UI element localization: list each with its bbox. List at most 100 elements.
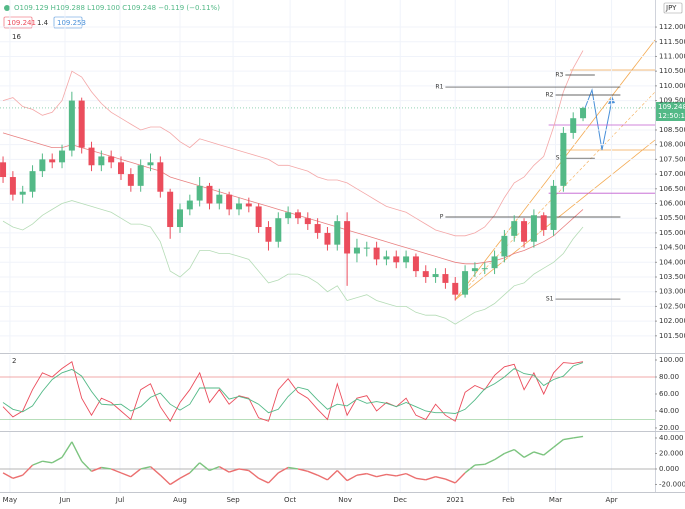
bid-price[interactable]: 109.241 [7,19,36,27]
x-tick-label: Feb [502,496,515,504]
y-tick-label: 101.500 [659,332,685,340]
candle-body [108,156,115,163]
momentum-segment [150,466,161,476]
candle-body [393,256,400,263]
x-tick-label: Jul [115,496,125,504]
y-tick-label: 105.500 [659,214,685,222]
momentum-segment [445,478,456,484]
y-tick-label: 106.000 [659,199,685,207]
candle-body [255,206,262,228]
candle-body [157,162,164,192]
candle-body [353,247,360,254]
candle-body [314,224,321,233]
bid-box[interactable] [3,16,33,29]
indicator-label[interactable]: 16 [12,33,21,41]
momentum-segment [356,472,367,476]
momentum-segment [42,460,53,464]
candle-body [285,212,292,219]
momentum-segment [386,473,397,477]
candle-body [422,271,429,278]
momentum-segment [32,460,43,466]
x-tick-label: Aug [173,496,187,504]
momentum-segment [346,474,358,482]
y-tick-label: 80.00 [659,373,679,381]
x-tick-label: Mar [549,496,562,504]
panel-label[interactable]: 2 [12,357,16,365]
x-tick-label: May [3,496,17,504]
momentum-segment [464,464,476,474]
momentum-segment [120,472,132,478]
candle-body [265,227,272,242]
momentum-segment [169,477,181,486]
y-tick-label: 111.000 [659,52,685,60]
candle-body [39,159,46,172]
band-line [2,132,584,265]
momentum-segment [317,474,328,481]
candle-body [294,212,301,219]
ask-price[interactable]: 109.253 [57,19,86,27]
candle-body [29,171,36,192]
candle-body [540,215,547,230]
momentum-segment [523,451,535,458]
momentum-segment [71,441,83,462]
momentum-segment [159,474,171,485]
candle-body [304,218,311,225]
layout [0,0,685,493]
y-tick-label: 102.500 [659,302,685,310]
y-tick-label: 103.000 [659,288,685,296]
momentum-segment [474,463,485,466]
momentum-segment [435,476,446,480]
y-tick-label: 104.000 [659,258,685,266]
candle-body [580,107,587,119]
momentum-segment [504,448,515,455]
momentum-segment [140,465,151,470]
pivot-label: P [440,214,444,221]
candle-body [196,185,203,201]
y-tick-label: 105.000 [659,229,685,237]
candle-body [206,185,213,204]
candle-body [442,274,449,283]
momentum-segment [484,459,495,465]
momentum-segment [336,470,348,482]
band-line [2,200,584,325]
candle-body [334,221,341,245]
momentum-segment [199,462,210,472]
candle-body [167,191,174,228]
candle-body [78,100,85,148]
x-tick-label: Nov [338,496,352,504]
y-tick-label: 40.00 [659,407,679,415]
candle-body [452,282,459,295]
candle-body [127,174,134,186]
ohlc-readout: O109.129 H109.288 L109.100 C109.248 −0.1… [14,4,220,12]
candle-body [383,256,390,260]
candle-body [0,162,7,178]
currency[interactable]: JPY [665,4,677,12]
channel-line [454,91,656,301]
momentum-segment [563,437,574,441]
momentum-segment [288,466,299,470]
candle-body [147,162,154,166]
candle-body [49,159,56,163]
momentum-segment [277,466,289,474]
x-tick-label: 2021 [446,496,464,504]
currency-box[interactable] [663,2,683,14]
momentum-segment [22,464,34,476]
momentum-segment [267,472,279,484]
momentum-segment [405,472,417,479]
candle-body [521,221,528,242]
y-tick-label: 110.500 [659,67,685,75]
ask-box[interactable] [53,16,83,29]
y-tick-label: 0.000 [659,465,679,473]
candle-body [363,247,370,249]
candle-body [570,118,577,133]
momentum-segment [297,468,308,472]
y-tick-label: 104.500 [659,244,685,252]
candle-body [412,256,419,272]
candle-body [324,232,331,245]
y-tick-label: 110.000 [659,82,685,90]
momentum-segment [494,452,505,461]
candle-body [501,235,508,257]
candle-body [235,203,242,210]
